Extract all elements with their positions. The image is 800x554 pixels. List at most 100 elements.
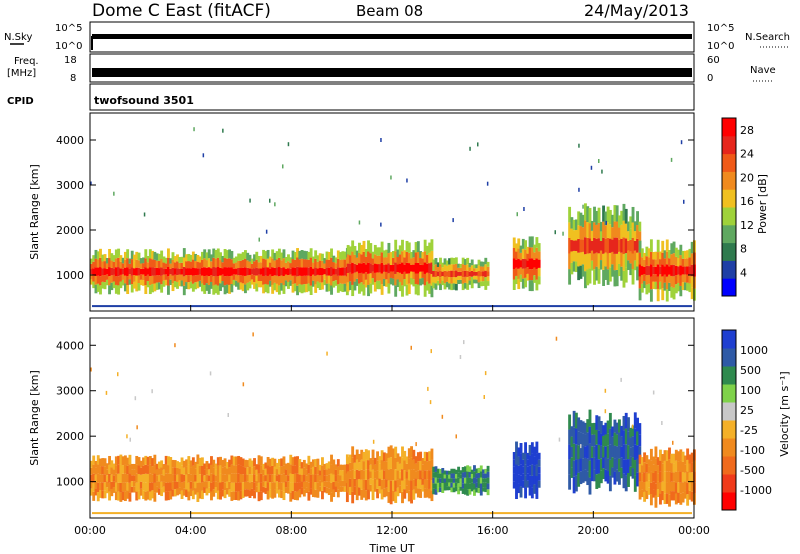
velocity-echo-cell bbox=[246, 481, 250, 490]
velocity-echo-cell bbox=[454, 469, 458, 475]
power-echo-cell bbox=[672, 264, 676, 277]
velocity-echo-cell bbox=[688, 490, 692, 500]
power-echo-cell bbox=[475, 271, 479, 276]
velocity-echo-cell bbox=[287, 468, 290, 476]
velocity-echo-cell bbox=[586, 471, 590, 486]
velocity-scatter-point bbox=[661, 421, 663, 425]
velocity-echo-cell bbox=[137, 473, 141, 483]
velocity-echo-cell bbox=[282, 473, 286, 483]
velocity-echo-cell bbox=[268, 466, 272, 475]
velocity-colorbar-segment bbox=[722, 456, 736, 475]
power-echo-region bbox=[512, 236, 541, 292]
velocity-echo-cell bbox=[302, 481, 306, 490]
power-echo-cell bbox=[246, 267, 250, 276]
velocity-echo-cell bbox=[228, 467, 232, 475]
velocity-echo-cell bbox=[407, 469, 411, 481]
power-echo-cell bbox=[629, 239, 633, 252]
velocity-echo-cell bbox=[230, 482, 234, 492]
power-echo-cell bbox=[572, 219, 576, 231]
power-echo-cell bbox=[519, 260, 523, 268]
power-echo-cell bbox=[178, 262, 182, 269]
power-echo-cell bbox=[137, 275, 141, 284]
power-echo-cell bbox=[187, 261, 191, 269]
power-echo-cell bbox=[144, 258, 148, 268]
power-echo-cell bbox=[652, 252, 656, 260]
power-echo-cell bbox=[439, 277, 442, 284]
velocity-echo-cell bbox=[362, 488, 366, 498]
power-echo-cell bbox=[305, 251, 309, 260]
power-echo-cell bbox=[291, 250, 295, 260]
power-echo-cell bbox=[262, 258, 266, 268]
power-echo-cell bbox=[321, 253, 324, 261]
velocity-echo-cell bbox=[421, 484, 425, 492]
power-echo-cell bbox=[479, 271, 483, 277]
velocity-scatter-point bbox=[558, 437, 561, 442]
freq-tick-bottom: 8 bbox=[70, 73, 76, 84]
velocity-echo-cell bbox=[526, 459, 530, 467]
velocity-echo-cell bbox=[241, 458, 245, 467]
velocity-echo-cell bbox=[346, 457, 350, 465]
velocity-echo-cell bbox=[484, 468, 488, 474]
velocity-echo-cell bbox=[633, 460, 637, 476]
velocity-echo-cell bbox=[144, 482, 148, 492]
power-scatter-point bbox=[683, 199, 685, 204]
power-echo-cell bbox=[624, 238, 628, 254]
power-echo-cell bbox=[526, 246, 530, 254]
power-echo-cell bbox=[96, 275, 100, 284]
power-echo-cell bbox=[182, 266, 186, 277]
power-echo-cell bbox=[463, 282, 467, 289]
velocity-echo-cell bbox=[216, 457, 220, 466]
power-echo-cell bbox=[470, 271, 474, 277]
velocity-echo-cell bbox=[148, 464, 152, 474]
velocity-echo-cell bbox=[414, 463, 418, 472]
power-echo-cell bbox=[677, 258, 681, 267]
power-echo-cell bbox=[334, 263, 338, 269]
velocity-echo-cell bbox=[428, 470, 432, 480]
power-echo-cell bbox=[599, 260, 603, 270]
power-echo-cell bbox=[466, 264, 470, 271]
power-echo-cell bbox=[348, 272, 352, 282]
power-echo-cell bbox=[298, 259, 302, 268]
velocity-echo-cell bbox=[191, 490, 195, 500]
power-echo-cell bbox=[479, 276, 483, 282]
velocity-echo-cell bbox=[615, 446, 619, 458]
velocity-echo-cell bbox=[360, 449, 364, 460]
power-echo-cell bbox=[176, 254, 179, 262]
power-echo-cell bbox=[519, 252, 523, 261]
power-echo-cell bbox=[470, 265, 474, 271]
velocity-echo-cell bbox=[373, 478, 377, 485]
velocity-echo-cell bbox=[394, 491, 398, 503]
power-echo-cell bbox=[128, 269, 132, 275]
velocity-echo-cell bbox=[428, 479, 432, 489]
velocity-colorbar-segment bbox=[722, 330, 736, 349]
power-echo-cell bbox=[153, 259, 157, 268]
power-echo-cell bbox=[176, 261, 179, 269]
velocity-echo-cell bbox=[205, 467, 209, 475]
power-echo-cell bbox=[264, 251, 268, 260]
power-echo-cell bbox=[423, 262, 427, 274]
velocity-echo-cell bbox=[341, 470, 345, 476]
power-echo-cell bbox=[579, 212, 583, 226]
velocity-echo-cell bbox=[198, 490, 202, 499]
velocity-echo-cell bbox=[649, 494, 653, 506]
power-echo-cell bbox=[185, 275, 188, 283]
power-echo-cell bbox=[568, 206, 572, 223]
velocity-echo-cell bbox=[160, 488, 164, 497]
velocity-echo-cell bbox=[273, 489, 277, 498]
power-echo-cell bbox=[146, 274, 150, 281]
power-echo-cell bbox=[271, 284, 275, 294]
velocity-echo-cell bbox=[151, 490, 155, 499]
power-echo-cell bbox=[266, 258, 270, 268]
power-echo-cell bbox=[266, 284, 270, 294]
velocity-echo-cell bbox=[126, 465, 130, 475]
velocity-echo-cell bbox=[665, 460, 669, 472]
power-echo-cell bbox=[590, 240, 594, 251]
power-echo-cell bbox=[428, 263, 432, 274]
velocity-echo-cell bbox=[421, 458, 425, 465]
power-echo-cell bbox=[401, 273, 404, 286]
velocity-echo-cell bbox=[110, 488, 114, 497]
velocity-echo-cell bbox=[568, 444, 572, 460]
power-echo-cell bbox=[203, 284, 207, 294]
power-echo-cell bbox=[196, 254, 200, 262]
